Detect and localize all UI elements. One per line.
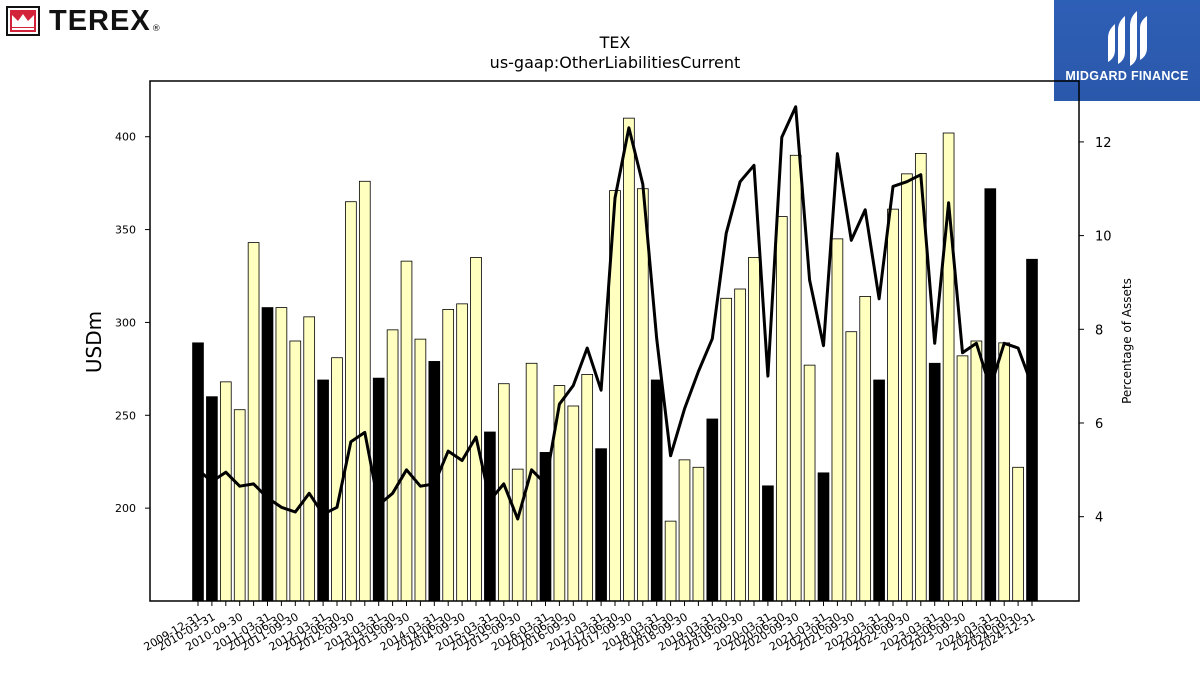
terex-crown-icon <box>6 6 40 36</box>
bar-2011-12-31 <box>303 316 316 602</box>
bar-2012-09-30 <box>345 201 357 602</box>
bar-2012-03-31 <box>317 379 329 602</box>
bar-2021-09-30 <box>845 331 858 602</box>
y2-tick-label: 6 <box>1095 417 1103 432</box>
bar-2022-03-31 <box>873 379 885 602</box>
y-tick-label: 250 <box>115 409 136 422</box>
y-axis-label: USDm <box>82 311 106 373</box>
bar-2024-09-30 <box>1012 466 1024 602</box>
bar-2020-12-31 <box>803 364 816 602</box>
bar-2014-12-31 <box>470 257 482 602</box>
bar-2017-12-31 <box>636 188 649 602</box>
bar-2019-09-30 <box>734 288 746 602</box>
y-tick-label: 300 <box>115 316 136 329</box>
percentage-line <box>197 105 1034 521</box>
y-tick-label: 350 <box>115 224 136 237</box>
bar-2016-03-31 <box>539 452 552 602</box>
bar-2017-03-31 <box>595 448 607 602</box>
bar-2020-06-30 <box>775 216 788 602</box>
bar-2022-09-30 <box>901 173 913 602</box>
bar-2023-03-31 <box>928 362 941 602</box>
bar-2011-03-31 <box>261 307 274 602</box>
y2-tick-label: 10 <box>1095 230 1112 245</box>
bar-2011-06-30 <box>275 307 288 602</box>
chart-title: TEX <box>599 33 631 52</box>
y2-tick-label: 4 <box>1095 511 1103 526</box>
bar-2010-09-30 <box>233 409 246 602</box>
bar-2012-06-30 <box>331 357 343 602</box>
bar-2013-06-30 <box>386 329 399 602</box>
bar-2010-03-31 <box>206 396 218 602</box>
y-tick-label: 400 <box>115 131 136 144</box>
bar-2020-09-30 <box>789 154 802 602</box>
bar-2018-12-31 <box>692 466 705 602</box>
y-tick-label: 200 <box>115 502 136 515</box>
bar-series <box>192 117 1038 602</box>
bar-2020-03-31 <box>762 485 774 602</box>
bar-2021-12-31 <box>859 296 872 602</box>
midgard-emblem-icon <box>1108 11 1147 66</box>
terex-logo: TEREX ® <box>6 5 161 37</box>
bar-2012-12-31 <box>358 180 371 602</box>
line-series <box>197 105 1034 521</box>
bar-2013-12-31 <box>414 338 427 602</box>
bar-2019-12-31 <box>748 257 760 602</box>
bar-2010-06-30 <box>219 381 232 602</box>
bar-2024-06-30 <box>998 342 1011 602</box>
bar-2018-03-31 <box>650 379 663 602</box>
bar-2016-12-31 <box>581 374 594 602</box>
y2-axis-label: Percentage of Assets <box>1120 278 1134 404</box>
bar-2019-03-31 <box>706 418 719 602</box>
bar-2018-06-30 <box>664 520 677 602</box>
bar-2021-03-31 <box>817 472 830 602</box>
bar-2016-09-30 <box>567 405 580 602</box>
registered-mark: ® <box>151 24 161 34</box>
bar-2024-03-31 <box>984 188 997 602</box>
bar-2023-09-30 <box>956 355 969 602</box>
bar-2021-06-30 <box>831 238 844 602</box>
right-axis: 4 6 8 10 12 <box>1079 136 1112 526</box>
bar-2018-09-30 <box>678 459 691 602</box>
midgard-wordmark: MIDGARD FINANCE <box>1065 69 1189 83</box>
bar-2015-09-30 <box>511 468 524 602</box>
midgard-finance-logo: MIDGARD FINANCE <box>1054 0 1200 101</box>
chart-subtitle: us-gaap:OtherLiabilitiesCurrent <box>489 53 741 72</box>
bar-2019-06-30 <box>720 297 733 602</box>
bar-2023-12-31 <box>970 340 983 602</box>
bar-2015-03-31 <box>484 431 496 602</box>
left-axis: 200 250 300 350 400 <box>115 131 150 515</box>
bar-2011-09-30 <box>289 340 302 602</box>
bar-2010-12-31 <box>247 242 260 602</box>
bar-2022-06-30 <box>887 208 899 602</box>
bar-2017-09-30 <box>623 117 635 602</box>
bar-2024-12-31 <box>1026 258 1038 602</box>
y2-tick-label: 12 <box>1095 136 1112 151</box>
y2-tick-label: 8 <box>1095 323 1103 338</box>
terex-wordmark: TEREX <box>49 4 151 37</box>
x-axis: 2009-12-312010-03-312010-09-302011-03-31… <box>142 601 1038 654</box>
bar-2013-09-30 <box>400 260 413 602</box>
